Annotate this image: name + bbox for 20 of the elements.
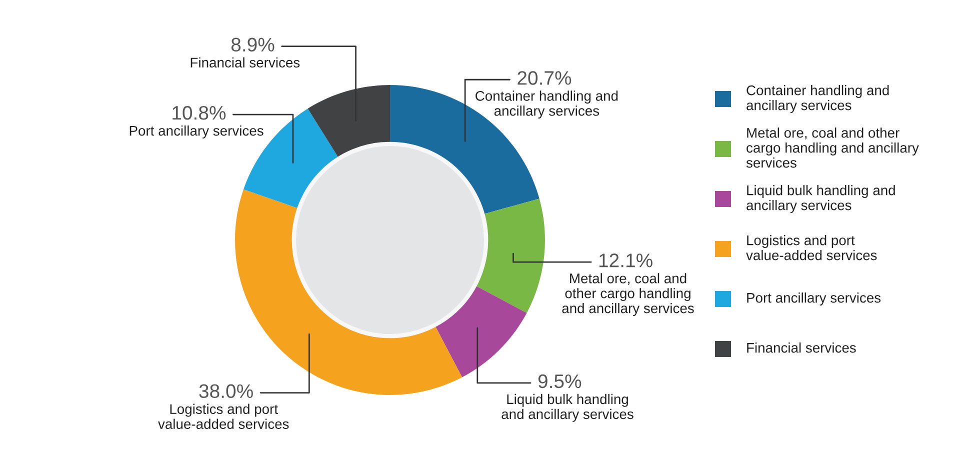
data-label: 9.5% — [538, 374, 582, 388]
legend-label: Port ancillary services — [747, 292, 881, 306]
data-label: 20.7% — [518, 71, 572, 85]
legend-label: Financial services — [747, 342, 856, 353]
donut-slice — [308, 85, 390, 159]
data-label: 8.9% — [231, 38, 274, 52]
legend-label: Logistics and port value-added services — [746, 235, 877, 260]
legend-label: Liquid bulk handling and ancillary services — [746, 185, 895, 213]
legend-label: Container handling and ancillary services — [746, 85, 889, 113]
slice-label: Metal ore, coal and other cargo handling and ancillary services — [562, 273, 694, 316]
data-label: 38.0% — [199, 384, 253, 398]
data-label: 12.1% — [599, 254, 652, 268]
data-label: 10.8% — [172, 106, 226, 120]
legend-label: Metal ore, coal and other cargo handling and ancillary services — [746, 128, 919, 168]
slice-label: Logistics and port value-added services — [158, 404, 289, 429]
slice-label: Container handling and ancillary services — [476, 90, 618, 119]
slice-label: Port ancillary services — [130, 126, 264, 138]
slice-label: Financial services — [190, 57, 300, 68]
donut-slice — [474, 198, 545, 313]
slice-label: Liquid bulk handling and ancillary services — [502, 394, 634, 422]
